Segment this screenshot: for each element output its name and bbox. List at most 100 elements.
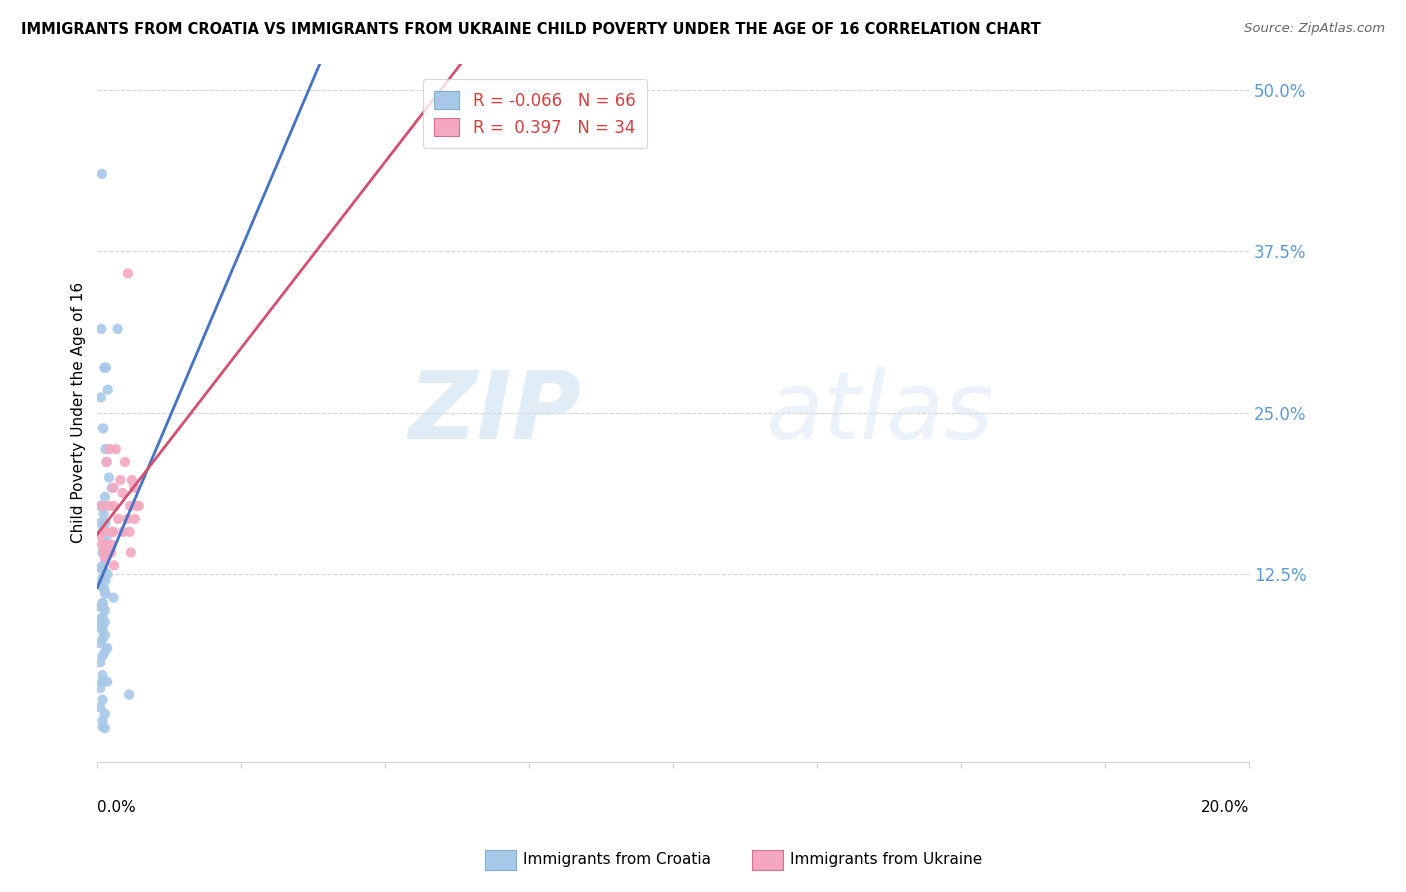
Point bbox=[122, 481, 145, 495]
Text: 20.0%: 20.0% bbox=[1201, 800, 1249, 815]
Point bbox=[94, 550, 117, 565]
Point bbox=[91, 599, 114, 614]
Point bbox=[96, 641, 118, 656]
Point bbox=[94, 545, 117, 559]
Point bbox=[91, 522, 114, 536]
Point bbox=[93, 360, 115, 375]
Point bbox=[128, 499, 150, 513]
Point bbox=[94, 524, 117, 539]
Point bbox=[117, 512, 139, 526]
Point bbox=[91, 610, 114, 624]
Point bbox=[94, 565, 117, 579]
Point bbox=[91, 167, 114, 181]
Point bbox=[91, 648, 114, 663]
Point bbox=[90, 516, 112, 530]
Point bbox=[94, 615, 117, 630]
Point bbox=[100, 545, 122, 559]
Point bbox=[96, 674, 118, 689]
Text: Immigrants from Ukraine: Immigrants from Ukraine bbox=[790, 853, 983, 867]
Point bbox=[97, 499, 120, 513]
Point bbox=[94, 721, 117, 735]
Point bbox=[110, 473, 132, 487]
Point bbox=[89, 561, 111, 575]
Point bbox=[94, 516, 117, 530]
Text: ZIP: ZIP bbox=[408, 367, 581, 458]
Point bbox=[91, 632, 114, 646]
Point bbox=[96, 455, 118, 469]
Point bbox=[94, 584, 117, 599]
Point bbox=[91, 580, 114, 594]
Point bbox=[98, 442, 121, 456]
Point bbox=[112, 524, 135, 539]
Text: 0.0%: 0.0% bbox=[97, 800, 136, 815]
Point bbox=[91, 597, 114, 611]
Point bbox=[97, 470, 120, 484]
Point bbox=[94, 360, 117, 375]
Point bbox=[90, 322, 112, 336]
Point bbox=[89, 613, 111, 627]
Point bbox=[107, 322, 129, 336]
Point bbox=[100, 538, 122, 552]
Point bbox=[103, 499, 125, 513]
Point bbox=[89, 619, 111, 633]
Point bbox=[91, 596, 114, 610]
Point bbox=[114, 455, 136, 469]
Point bbox=[103, 558, 125, 573]
Point bbox=[91, 619, 114, 633]
Point bbox=[118, 524, 141, 539]
Point bbox=[94, 535, 117, 549]
Point bbox=[91, 558, 114, 573]
Point bbox=[125, 499, 148, 513]
Text: atlas: atlas bbox=[765, 368, 994, 458]
Point bbox=[100, 524, 122, 539]
Point bbox=[104, 442, 127, 456]
Point bbox=[91, 580, 114, 594]
Point bbox=[97, 383, 120, 397]
Point bbox=[89, 599, 111, 614]
Point bbox=[91, 674, 114, 689]
Point bbox=[94, 706, 117, 721]
Point bbox=[89, 576, 111, 591]
Text: IMMIGRANTS FROM CROATIA VS IMMIGRANTS FROM UKRAINE CHILD POVERTY UNDER THE AGE O: IMMIGRANTS FROM CROATIA VS IMMIGRANTS FR… bbox=[21, 22, 1040, 37]
Point bbox=[118, 688, 141, 702]
Text: Immigrants from Croatia: Immigrants from Croatia bbox=[523, 853, 711, 867]
Point bbox=[94, 628, 117, 642]
Point bbox=[91, 499, 114, 513]
Point bbox=[91, 571, 114, 585]
Point bbox=[93, 545, 115, 559]
Point bbox=[89, 655, 111, 669]
Point bbox=[91, 668, 114, 682]
Point bbox=[94, 490, 117, 504]
Point bbox=[96, 455, 118, 469]
Point bbox=[97, 567, 120, 582]
Point bbox=[90, 391, 112, 405]
Point bbox=[94, 442, 117, 456]
Point bbox=[94, 645, 117, 659]
Point bbox=[91, 545, 114, 559]
Point bbox=[121, 473, 143, 487]
Point bbox=[94, 574, 117, 588]
Point bbox=[96, 529, 118, 543]
Point bbox=[91, 538, 114, 552]
Legend: R = -0.066   N = 66, R =  0.397   N = 34: R = -0.066 N = 66, R = 0.397 N = 34 bbox=[423, 79, 647, 148]
Point bbox=[120, 545, 142, 559]
Point bbox=[89, 700, 111, 714]
Point bbox=[91, 692, 114, 706]
Point bbox=[117, 266, 139, 280]
Point bbox=[91, 720, 114, 734]
Point bbox=[94, 587, 117, 601]
Point bbox=[93, 507, 115, 521]
Point bbox=[89, 499, 111, 513]
Point bbox=[89, 681, 111, 695]
Point bbox=[91, 623, 114, 637]
Point bbox=[103, 524, 125, 539]
Point bbox=[103, 481, 125, 495]
Point bbox=[89, 636, 111, 650]
Point bbox=[91, 674, 114, 689]
Point bbox=[103, 591, 125, 605]
Point bbox=[107, 512, 129, 526]
Point bbox=[91, 499, 114, 513]
Text: Source: ZipAtlas.com: Source: ZipAtlas.com bbox=[1244, 22, 1385, 36]
Point bbox=[96, 538, 118, 552]
Point bbox=[98, 541, 121, 556]
